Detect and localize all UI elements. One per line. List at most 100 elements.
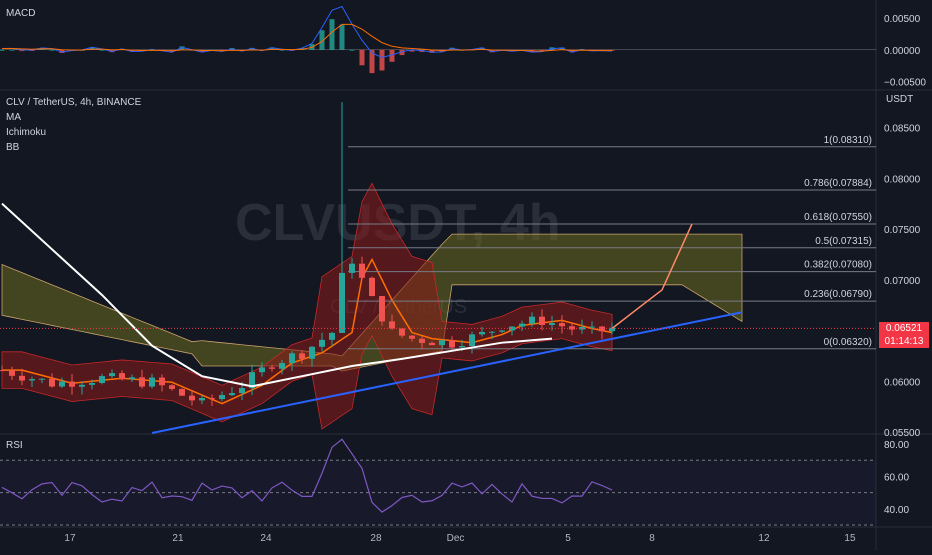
macd-histogram-bar xyxy=(379,49,385,71)
macd-histogram-bar xyxy=(489,49,495,53)
candle-body xyxy=(219,395,225,400)
bollinger-band xyxy=(1,182,613,430)
time-axis-label: 12 xyxy=(758,533,770,544)
symbol-title[interactable]: CLV / TetherUS, 4h, BINANCE xyxy=(6,97,142,108)
price-tick-label: 0.07000 xyxy=(884,276,921,287)
macd-histogram-bar xyxy=(359,49,365,66)
candle-body xyxy=(259,367,265,373)
candle-body xyxy=(489,331,495,333)
time-axis-label: Dec xyxy=(447,533,465,544)
candle-body xyxy=(589,326,595,328)
candle-body xyxy=(209,398,215,400)
indicator-bb[interactable]: BB xyxy=(6,142,20,153)
candle-body xyxy=(519,323,525,327)
candle-body xyxy=(369,277,375,297)
candle-body xyxy=(379,296,385,322)
candle-body xyxy=(339,272,345,333)
candle-body xyxy=(399,328,405,336)
indicator-ichimoku[interactable]: Ichimoku xyxy=(6,127,47,138)
candle-body xyxy=(19,375,25,381)
macd-histogram-bar xyxy=(9,49,15,51)
candle-body xyxy=(89,383,95,385)
time-axis-label: 8 xyxy=(649,533,655,544)
macd-histogram-bar xyxy=(269,47,275,50)
macd-histogram-bar xyxy=(559,47,565,50)
time-axis-label: 24 xyxy=(260,533,272,544)
candle-body xyxy=(299,353,305,359)
fib-level-label: 0.382(0.07080) xyxy=(804,260,872,271)
bar-countdown: 01:14:13 xyxy=(884,336,924,347)
candle-body xyxy=(539,316,545,325)
candle-body xyxy=(99,376,105,384)
macd-histogram-bar xyxy=(59,49,65,54)
moving-average-line xyxy=(1,202,553,388)
fib-level-label: 1(0.08310) xyxy=(824,135,872,146)
candle-body xyxy=(609,327,615,332)
macd-histogram-bar xyxy=(329,19,335,50)
candle-body xyxy=(319,339,325,347)
candle-body xyxy=(249,372,255,389)
candle-body xyxy=(279,363,285,369)
candle-body xyxy=(429,342,435,346)
candle-body xyxy=(469,334,475,346)
candle-body xyxy=(129,377,135,380)
macd-histogram-bar xyxy=(409,49,415,52)
last-price: 0.06521 xyxy=(885,323,923,334)
candle-body xyxy=(109,373,115,377)
candle-body xyxy=(289,353,295,364)
candle-body xyxy=(119,373,125,380)
macd-histogram-bar xyxy=(49,49,55,51)
candle-body xyxy=(159,377,165,386)
macd-histogram-bar xyxy=(349,49,355,51)
candle-body xyxy=(179,388,185,396)
macd-histogram-bar xyxy=(339,24,345,50)
macd-title: MACD xyxy=(6,8,36,19)
candle-body xyxy=(39,378,45,380)
macd-histogram-bar xyxy=(89,47,95,50)
macd-histogram-bar xyxy=(109,49,115,53)
candle-body xyxy=(509,326,515,331)
time-axis-label: 15 xyxy=(844,533,856,544)
price-tick-label: 0.05500 xyxy=(884,428,921,439)
fib-level-label: 0.236(0.06790) xyxy=(804,289,872,300)
time-axis-label: 5 xyxy=(565,533,571,544)
candle-body xyxy=(349,263,355,273)
macd-histogram-bar xyxy=(369,49,375,74)
macd-tick-label: 0.00500 xyxy=(884,14,921,25)
rsi-tick-label: 60.00 xyxy=(884,472,909,483)
candle-body xyxy=(409,335,415,339)
candle-body xyxy=(59,381,65,387)
candle-body xyxy=(229,393,235,396)
macd-histogram-bar xyxy=(129,49,135,52)
price-tick-label: 0.06000 xyxy=(884,377,921,388)
price-tick-label: 0.07500 xyxy=(884,225,921,236)
candle-body xyxy=(549,323,555,325)
macd-tick-label: 0.00000 xyxy=(884,46,921,57)
candle-body xyxy=(139,377,145,387)
candle-body xyxy=(49,378,55,387)
rsi-line xyxy=(1,438,613,513)
candle-body xyxy=(79,384,85,387)
candle-body xyxy=(529,316,535,324)
last-price-badge: 0.06521 01:14:13 xyxy=(879,322,929,348)
candle-body xyxy=(569,326,575,330)
time-axis-label: 21 xyxy=(172,533,184,544)
candle-body xyxy=(359,263,365,278)
macd-histogram-bar xyxy=(99,49,105,51)
fib-level-label: 0.786(0.07884) xyxy=(804,178,872,189)
candle-body xyxy=(479,331,485,335)
rsi-title: RSI xyxy=(6,440,23,451)
indicator-ma[interactable]: MA xyxy=(6,112,21,123)
candle-body xyxy=(149,377,155,387)
candle-body xyxy=(239,388,245,394)
ichimoku-cloud xyxy=(1,233,743,372)
macd-histogram-bar xyxy=(539,49,545,51)
candle-body xyxy=(269,367,275,369)
candle-body xyxy=(189,395,195,401)
candle-body xyxy=(559,323,565,327)
candle-body xyxy=(389,321,395,329)
rsi-tick-label: 80.00 xyxy=(884,440,909,451)
fib-level-label: 0.5(0.07315) xyxy=(815,236,872,247)
